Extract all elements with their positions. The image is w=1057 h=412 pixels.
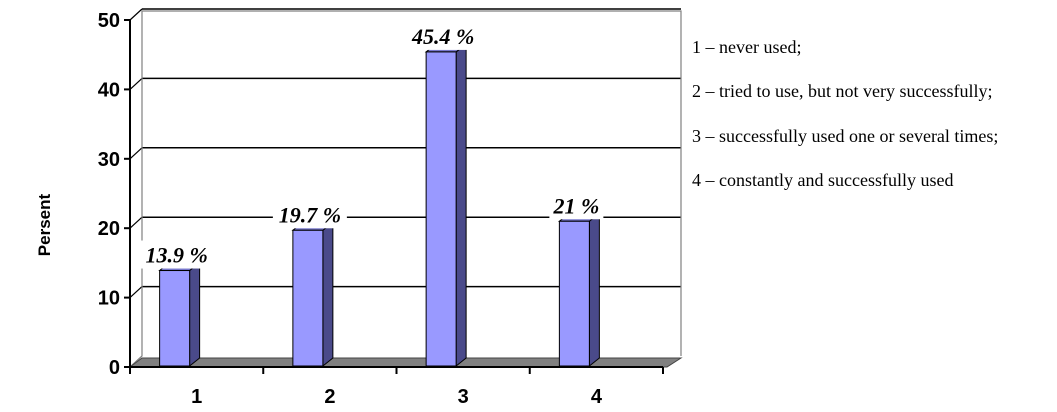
gridline-side (129, 286, 143, 299)
gridline-side (129, 147, 143, 160)
bar (159, 270, 191, 367)
data-label: 21 % (552, 193, 599, 218)
bar (292, 229, 324, 367)
gridline-side (129, 77, 143, 90)
data-label: 45.4 % (411, 24, 474, 49)
x-tick-label: 3 (458, 386, 469, 408)
y-tick-label: 40 (98, 79, 120, 101)
back-wall (129, 10, 682, 368)
bars (158, 42, 601, 368)
gridline-side (129, 8, 143, 21)
bar-chart: 0 10 20 30 40 50 1 2 3 4 13.9 % 19.7 % 45.4 % 21 % P… (35, 8, 683, 408)
gridline-side (129, 216, 143, 229)
bar (558, 220, 590, 367)
data-labels: 13.9 % 19.7 % 45.4 % 21 % (139, 21, 604, 269)
x-tick-label: 4 (591, 386, 603, 408)
y-axis-label: Persent (35, 193, 54, 256)
legend-item: 1 – never used; (692, 37, 802, 57)
y-tick-label: 10 (98, 288, 120, 310)
y-tick-label: 50 (98, 10, 120, 32)
legend: 1 – never used; 2 – tried to use, but no… (692, 36, 1020, 214)
tick-labels: 0 10 20 30 40 50 1 2 3 4 (98, 10, 603, 408)
legend-item: 3 – successfully used one or several tim… (692, 125, 999, 146)
bar-side (189, 261, 201, 368)
data-label: 19.7 % (279, 202, 341, 227)
legend-item: 4 – constantly and successfully used (692, 170, 954, 191)
x-tick-label: 1 (191, 386, 202, 408)
legend-item: 2 – tried to use, but not very successfu… (692, 81, 993, 102)
y-tick-label: 20 (98, 218, 120, 240)
data-label-bg (406, 21, 481, 50)
bar-side (455, 42, 467, 368)
y-tick-label: 0 (109, 357, 120, 379)
data-label-bg (272, 200, 347, 229)
x-tick-label: 2 (324, 386, 335, 408)
data-label-bg (139, 240, 214, 269)
axes (124, 19, 664, 374)
y-tick-label: 30 (98, 149, 120, 171)
bar-side (322, 221, 334, 368)
bar (425, 51, 457, 367)
data-label-bg (549, 191, 604, 220)
data-label: 13.9 % (145, 243, 207, 268)
bar-side (588, 212, 600, 368)
